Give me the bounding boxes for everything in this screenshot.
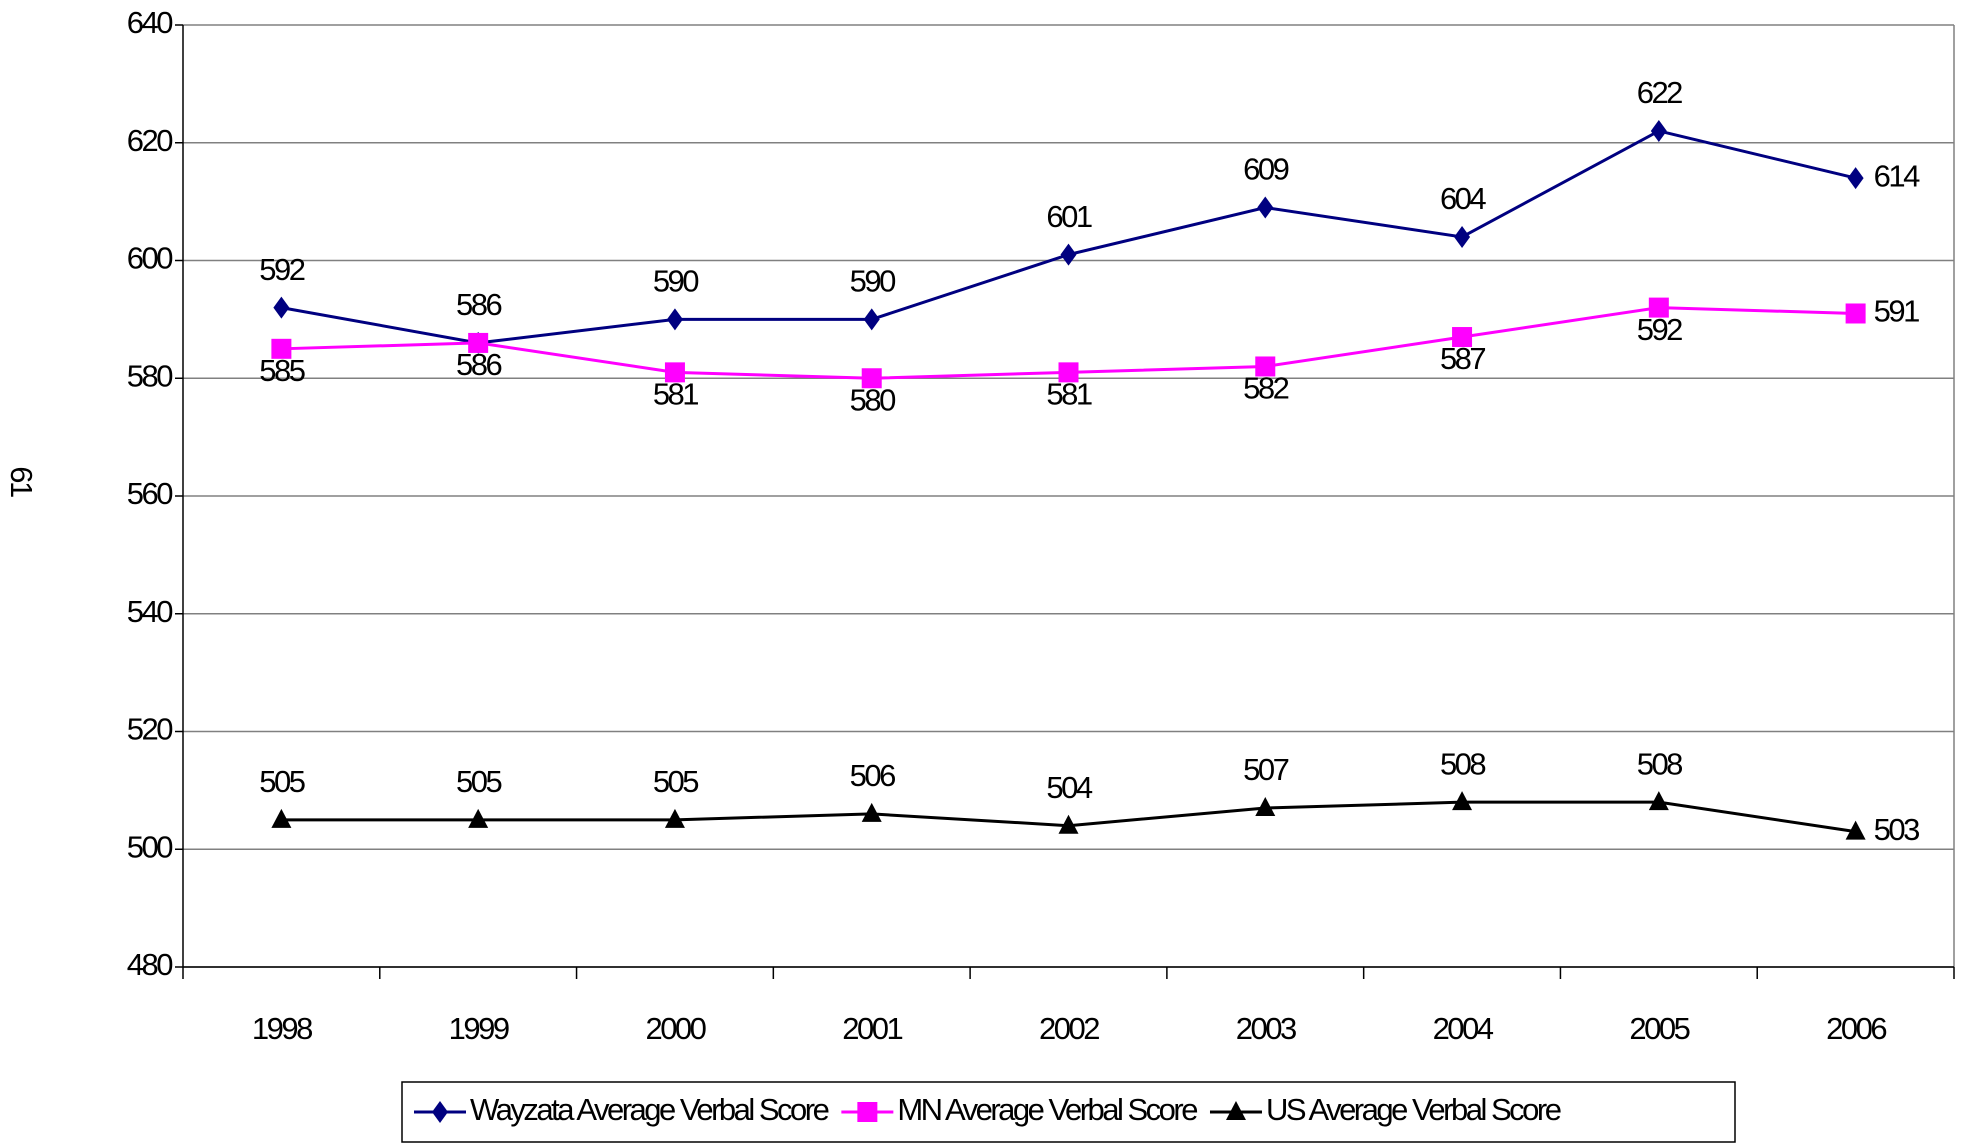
y-tick-label: 600 (127, 241, 173, 276)
marker (666, 308, 683, 331)
marker (861, 368, 882, 389)
data-label: 508 (1440, 746, 1485, 781)
x-tick-label: 1999 (449, 1011, 509, 1046)
marker (1648, 297, 1669, 318)
marker (1845, 303, 1866, 324)
marker (664, 362, 685, 383)
marker (1452, 327, 1473, 348)
marker (468, 332, 489, 353)
x-tick-label: 2003 (1236, 1011, 1296, 1046)
data-label: 592 (259, 252, 304, 287)
data-label: 604 (1440, 181, 1486, 216)
marker (1454, 225, 1471, 248)
data-label: 581 (653, 377, 698, 412)
x-tick-label: 2000 (645, 1011, 706, 1046)
legend-box (401, 1081, 1736, 1143)
data-label: 586 (456, 347, 501, 382)
marker (1648, 791, 1669, 811)
marker (1650, 119, 1667, 142)
y-tick-label: 560 (127, 476, 173, 511)
x-tick-label: 2006 (1826, 1011, 1886, 1046)
marker (1845, 820, 1866, 840)
marker (271, 808, 292, 828)
marker (1225, 1101, 1246, 1120)
data-label: 581 (1046, 377, 1091, 412)
data-label: 505 (456, 764, 501, 799)
data-label: 505 (653, 764, 698, 799)
data-label: 590 (850, 264, 896, 299)
data-label: 582 (1243, 371, 1288, 406)
y-tick-label: 480 (127, 947, 173, 982)
marker (861, 802, 882, 822)
data-label: 580 (850, 382, 896, 417)
data-label: 614 (1874, 158, 1920, 193)
marker (1255, 797, 1276, 817)
data-label: 506 (850, 758, 895, 793)
marker (1255, 356, 1276, 377)
side-label: 61 (4, 466, 39, 497)
x-tick-label: 2005 (1629, 1011, 1689, 1046)
data-label: 585 (259, 353, 304, 388)
x-tick-label: 2002 (1039, 1011, 1099, 1046)
legend-label: Wayzata Average Verbal Score (470, 1092, 829, 1127)
marker (273, 296, 290, 319)
marker (1257, 196, 1274, 219)
data-label: 587 (1440, 341, 1485, 376)
data-label: 591 (1874, 294, 1919, 329)
y-tick-label: 520 (127, 712, 173, 747)
y-tick-label: 620 (127, 123, 173, 158)
x-tick-label: 2004 (1433, 1011, 1494, 1046)
x-tick-label: 2001 (842, 1011, 902, 1046)
data-label: 505 (259, 764, 304, 799)
data-label: 592 (1637, 312, 1682, 347)
marker (664, 808, 685, 828)
marker (1058, 362, 1079, 383)
marker (1452, 791, 1473, 811)
data-label: 507 (1243, 752, 1288, 787)
y-tick-label: 640 (127, 5, 173, 40)
data-label: 622 (1637, 75, 1682, 110)
data-label: 503 (1874, 812, 1919, 847)
y-tick-label: 580 (127, 358, 173, 393)
marker (1847, 167, 1864, 190)
x-tick-label: 1998 (252, 1011, 312, 1046)
marker (468, 808, 489, 828)
marker (1058, 814, 1079, 834)
data-label: 586 (456, 287, 501, 322)
data-label: 601 (1046, 199, 1091, 234)
series-line (281, 129, 1856, 345)
y-tick-label: 540 (127, 594, 173, 629)
data-label: 609 (1243, 152, 1288, 187)
y-tick-label: 500 (127, 829, 173, 864)
data-label: 590 (653, 264, 699, 299)
marker (863, 308, 880, 331)
marker (1060, 243, 1077, 266)
data-label: 508 (1637, 746, 1682, 781)
marker (857, 1102, 878, 1122)
marker (432, 1101, 448, 1123)
marker (271, 338, 292, 359)
legend-label: MN Average Verbal Score (897, 1092, 1197, 1127)
legend-label: US Average Verbal Score (1266, 1092, 1561, 1127)
data-label: 504 (1046, 770, 1092, 805)
